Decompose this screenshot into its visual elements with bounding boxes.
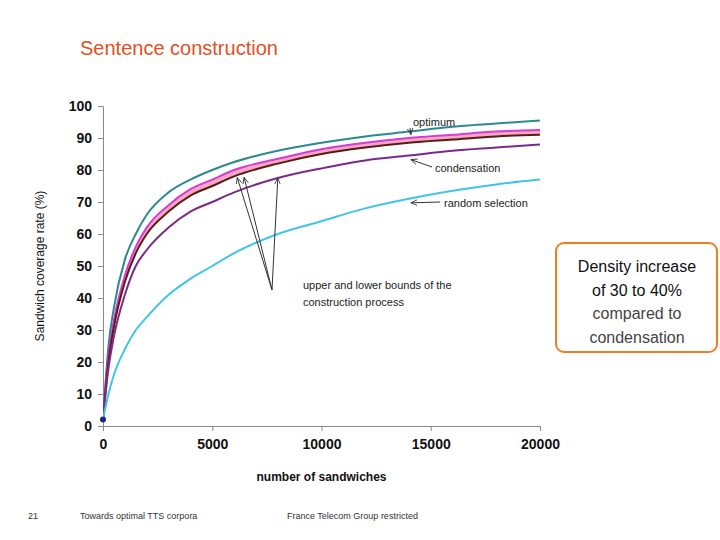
series-line [103, 144, 540, 419]
annotation-arrow [272, 178, 278, 290]
tick-mark [98, 234, 103, 235]
annotation-arrow [244, 177, 272, 290]
tick-label: 50 [76, 258, 92, 274]
tick: 5000 [197, 426, 228, 452]
tick: 10 [76, 386, 103, 402]
x-axis: 0 5000 10000 15000 20000 [100, 426, 561, 452]
tick-label: 90 [76, 130, 92, 146]
y-axis: 0 10 20 30 40 50 60 70 80 90 100 [69, 98, 104, 434]
tick: 20 [76, 354, 103, 370]
series-label: optimum [413, 116, 455, 128]
x-axis-title: number of sandwiches [256, 470, 386, 484]
tick-label: 80 [76, 162, 92, 178]
y-axis-line [98, 107, 104, 427]
y-axis-title: Sandwich coverage rate (%) [33, 191, 47, 342]
tick: 0 [100, 426, 108, 452]
tick-label: 5000 [197, 436, 228, 452]
tick-mark [98, 298, 103, 299]
tick-label: 15000 [412, 436, 451, 452]
series-line [103, 130, 540, 420]
tick-label: 0 [100, 436, 108, 452]
slide: Sentence construction 0 10 20 30 40 50 60 70 80 90… [0, 0, 720, 540]
callout: Density increase of 30 to 40% compared to c… [556, 243, 717, 352]
annotations: optimum condensation random selection upper… [237, 116, 528, 308]
series-line [103, 135, 540, 420]
tick-label: 100 [69, 98, 93, 114]
tick-mark [98, 170, 103, 171]
bounds-band [103, 130, 540, 420]
footer-text: 21 [28, 511, 38, 521]
tick-label: 60 [76, 226, 92, 242]
callout-text: condensation [589, 329, 684, 346]
tick-mark [98, 426, 103, 427]
start-point [100, 417, 106, 423]
series-line [103, 180, 540, 420]
footer-text: Towards optimal TTS corpora [80, 511, 197, 521]
footer-text: France Telecom Group restricted [287, 511, 418, 521]
tick-mark [98, 138, 103, 139]
tick: 30 [76, 322, 103, 338]
callout-text: Density increase [578, 258, 696, 275]
plot-area [103, 120, 540, 419]
tick-label: 40 [76, 290, 92, 306]
tick: 90 [76, 130, 103, 146]
tick: 80 [76, 162, 103, 178]
tick-mark [98, 106, 103, 107]
tick-mark [540, 426, 541, 431]
tick-label: 20000 [521, 436, 560, 452]
tick-label: 20 [76, 354, 92, 370]
tick: 20000 [521, 426, 560, 452]
tick-mark [98, 266, 103, 267]
tick-label: 30 [76, 322, 92, 338]
tick-mark [431, 426, 432, 431]
series-label: random selection [444, 197, 528, 209]
tick-mark [212, 426, 213, 431]
tick: 100 [69, 98, 103, 114]
callout-text: compared to [593, 305, 682, 322]
title: Sentence construction [80, 37, 278, 59]
callout-text: of 30 to 40% [592, 282, 682, 299]
callout-box [556, 243, 717, 352]
annotation-text: upper and lower bounds of the [303, 279, 452, 291]
tick-label: 10000 [303, 436, 342, 452]
tick: 40 [76, 290, 103, 306]
series-line [103, 120, 540, 419]
tick-label: 0 [84, 418, 92, 434]
tick-mark [98, 362, 103, 363]
annotation-arrow [411, 202, 440, 204]
annotation-arrow [411, 160, 432, 167]
tick-mark [98, 202, 103, 203]
tick: 50 [76, 258, 103, 274]
annotation-arrow [237, 178, 272, 290]
tick-mark [103, 426, 104, 431]
tick: 60 [76, 226, 103, 242]
x-axis-line [104, 427, 541, 432]
series-label: condensation [435, 162, 500, 174]
annotation-text: construction process [303, 296, 404, 308]
tick-label: 70 [76, 194, 92, 210]
annotation-arrow [410, 128, 412, 135]
tick-mark [98, 394, 103, 395]
tick: 15000 [412, 426, 451, 452]
tick-mark [98, 330, 103, 331]
tick-label: 10 [76, 386, 92, 402]
tick: 70 [76, 194, 103, 210]
tick-mark [322, 426, 323, 431]
tick: 10000 [303, 426, 342, 452]
